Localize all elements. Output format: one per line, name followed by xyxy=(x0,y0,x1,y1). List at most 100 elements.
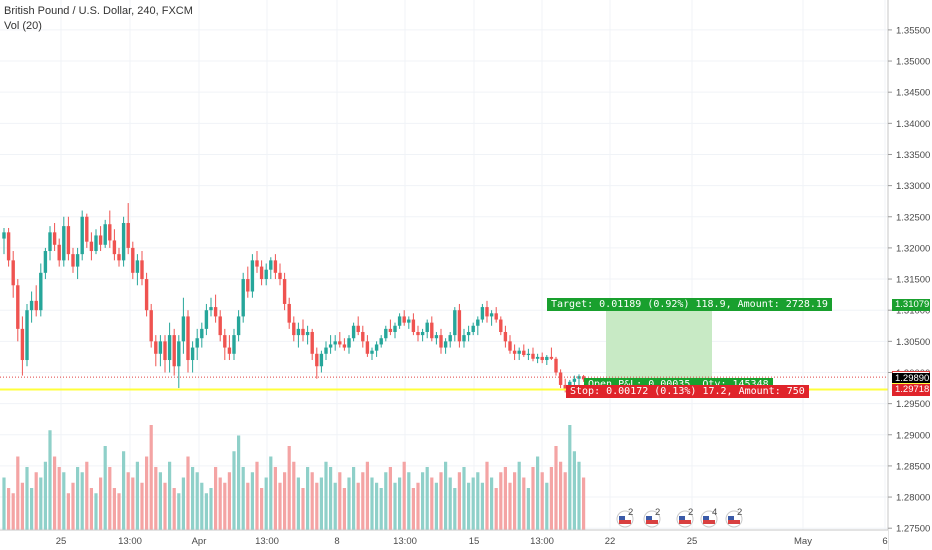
volume-bar xyxy=(126,472,130,530)
candle-body xyxy=(6,232,11,261)
candle-body xyxy=(319,353,324,367)
stop-label[interactable]: Stop: 0.00172 (0.13%) 17.2, Amount: 750 xyxy=(566,385,809,399)
volume-bar xyxy=(347,477,351,530)
volume-bar xyxy=(273,467,277,530)
volume-bar xyxy=(333,482,337,530)
volume-bar xyxy=(122,451,126,530)
volume-bar xyxy=(526,488,530,530)
x-tick-label: Apr xyxy=(192,536,207,547)
volume-bar xyxy=(76,467,80,530)
price-axis-tag: 1.31079 xyxy=(892,299,930,312)
candle-body xyxy=(52,232,57,245)
volume-bar xyxy=(163,482,167,530)
candle-body xyxy=(301,328,305,336)
volume-bar xyxy=(66,493,70,530)
candle-body xyxy=(517,350,521,354)
event-flag-stripe xyxy=(679,520,691,524)
volume-bar xyxy=(296,477,300,530)
volume-bar xyxy=(94,493,98,530)
volume-bar xyxy=(338,472,342,530)
candle-body xyxy=(39,272,43,311)
volume-bar xyxy=(20,482,24,530)
event-flag-canton xyxy=(646,516,652,520)
volume-bar xyxy=(62,472,66,530)
volume-bar xyxy=(292,461,296,530)
target-zone[interactable] xyxy=(606,305,712,380)
event-count: 2 xyxy=(737,507,742,518)
volume-bar xyxy=(457,472,461,530)
volume-bar xyxy=(411,488,415,530)
y-tick-label: 1.35500 xyxy=(896,25,930,36)
candle-body xyxy=(108,224,112,241)
volume-bar xyxy=(168,461,172,530)
candle-body xyxy=(526,353,531,356)
candle-body xyxy=(190,347,195,361)
volume-bar xyxy=(324,461,328,530)
volume-bar xyxy=(425,467,429,530)
volume-bar xyxy=(448,477,452,530)
candle-body xyxy=(112,240,117,255)
candle-body xyxy=(20,328,25,361)
x-tick-label: 13:00 xyxy=(393,536,417,547)
candle-body xyxy=(356,325,360,332)
candle-body xyxy=(388,328,393,332)
candle-body xyxy=(563,384,567,390)
candle-body xyxy=(278,272,282,280)
volume-bar xyxy=(186,456,190,530)
volume-bar xyxy=(319,477,323,530)
symbol-label: British Pound / U.S. Dollar, 240, FXCM xyxy=(4,5,193,17)
candle-body xyxy=(439,335,443,348)
volume-bar xyxy=(255,461,259,530)
candle-body xyxy=(223,335,227,348)
volume-bar xyxy=(559,461,563,530)
candle-body xyxy=(508,341,512,351)
candle-body xyxy=(480,307,485,320)
candle-body xyxy=(485,307,489,317)
volume-bar xyxy=(232,451,236,530)
volume-bar xyxy=(352,467,356,530)
candle-body xyxy=(103,224,107,245)
candle-body xyxy=(402,316,406,323)
candle-body xyxy=(333,341,337,345)
candle-body xyxy=(342,344,347,348)
candle-body xyxy=(305,331,310,336)
volume-bar xyxy=(53,456,57,530)
candle-body xyxy=(48,232,52,252)
volume-bar xyxy=(177,493,181,530)
volume-bar xyxy=(181,477,185,530)
candle-body xyxy=(471,325,475,332)
x-tick-label: 25 xyxy=(687,536,698,547)
target-label[interactable]: Target: 0.01189 (0.92%) 118.9, Amount: 2… xyxy=(547,298,832,312)
volume-bar xyxy=(513,472,517,530)
volume-bar xyxy=(283,472,287,530)
candle-body xyxy=(315,353,319,367)
candle-body xyxy=(66,226,71,255)
volume-bar xyxy=(287,446,291,530)
volume-bar xyxy=(503,467,507,530)
candle-body xyxy=(453,310,457,336)
volume-bar xyxy=(517,461,521,530)
candle-body xyxy=(98,235,103,245)
candle-body xyxy=(531,353,535,359)
volume-bar xyxy=(108,467,112,530)
candle-body xyxy=(351,325,356,339)
volume-bar xyxy=(545,482,549,530)
candle-body xyxy=(393,325,397,332)
volume-bar xyxy=(131,477,135,530)
x-tick-label: 13:00 xyxy=(118,536,142,547)
volume-bar xyxy=(499,472,503,530)
candle-body xyxy=(549,356,554,359)
volume-bar xyxy=(563,472,567,530)
volume-bar xyxy=(227,472,231,530)
candle-body xyxy=(126,222,130,248)
volume-bar xyxy=(7,488,11,530)
volume-bar xyxy=(246,482,250,530)
candle-body xyxy=(154,341,158,354)
volume-bar xyxy=(393,482,397,530)
candle-body xyxy=(186,316,190,361)
candle-body xyxy=(324,347,328,354)
candle-body xyxy=(181,316,186,342)
volume-bar xyxy=(531,467,535,530)
volume-bar xyxy=(453,488,457,530)
